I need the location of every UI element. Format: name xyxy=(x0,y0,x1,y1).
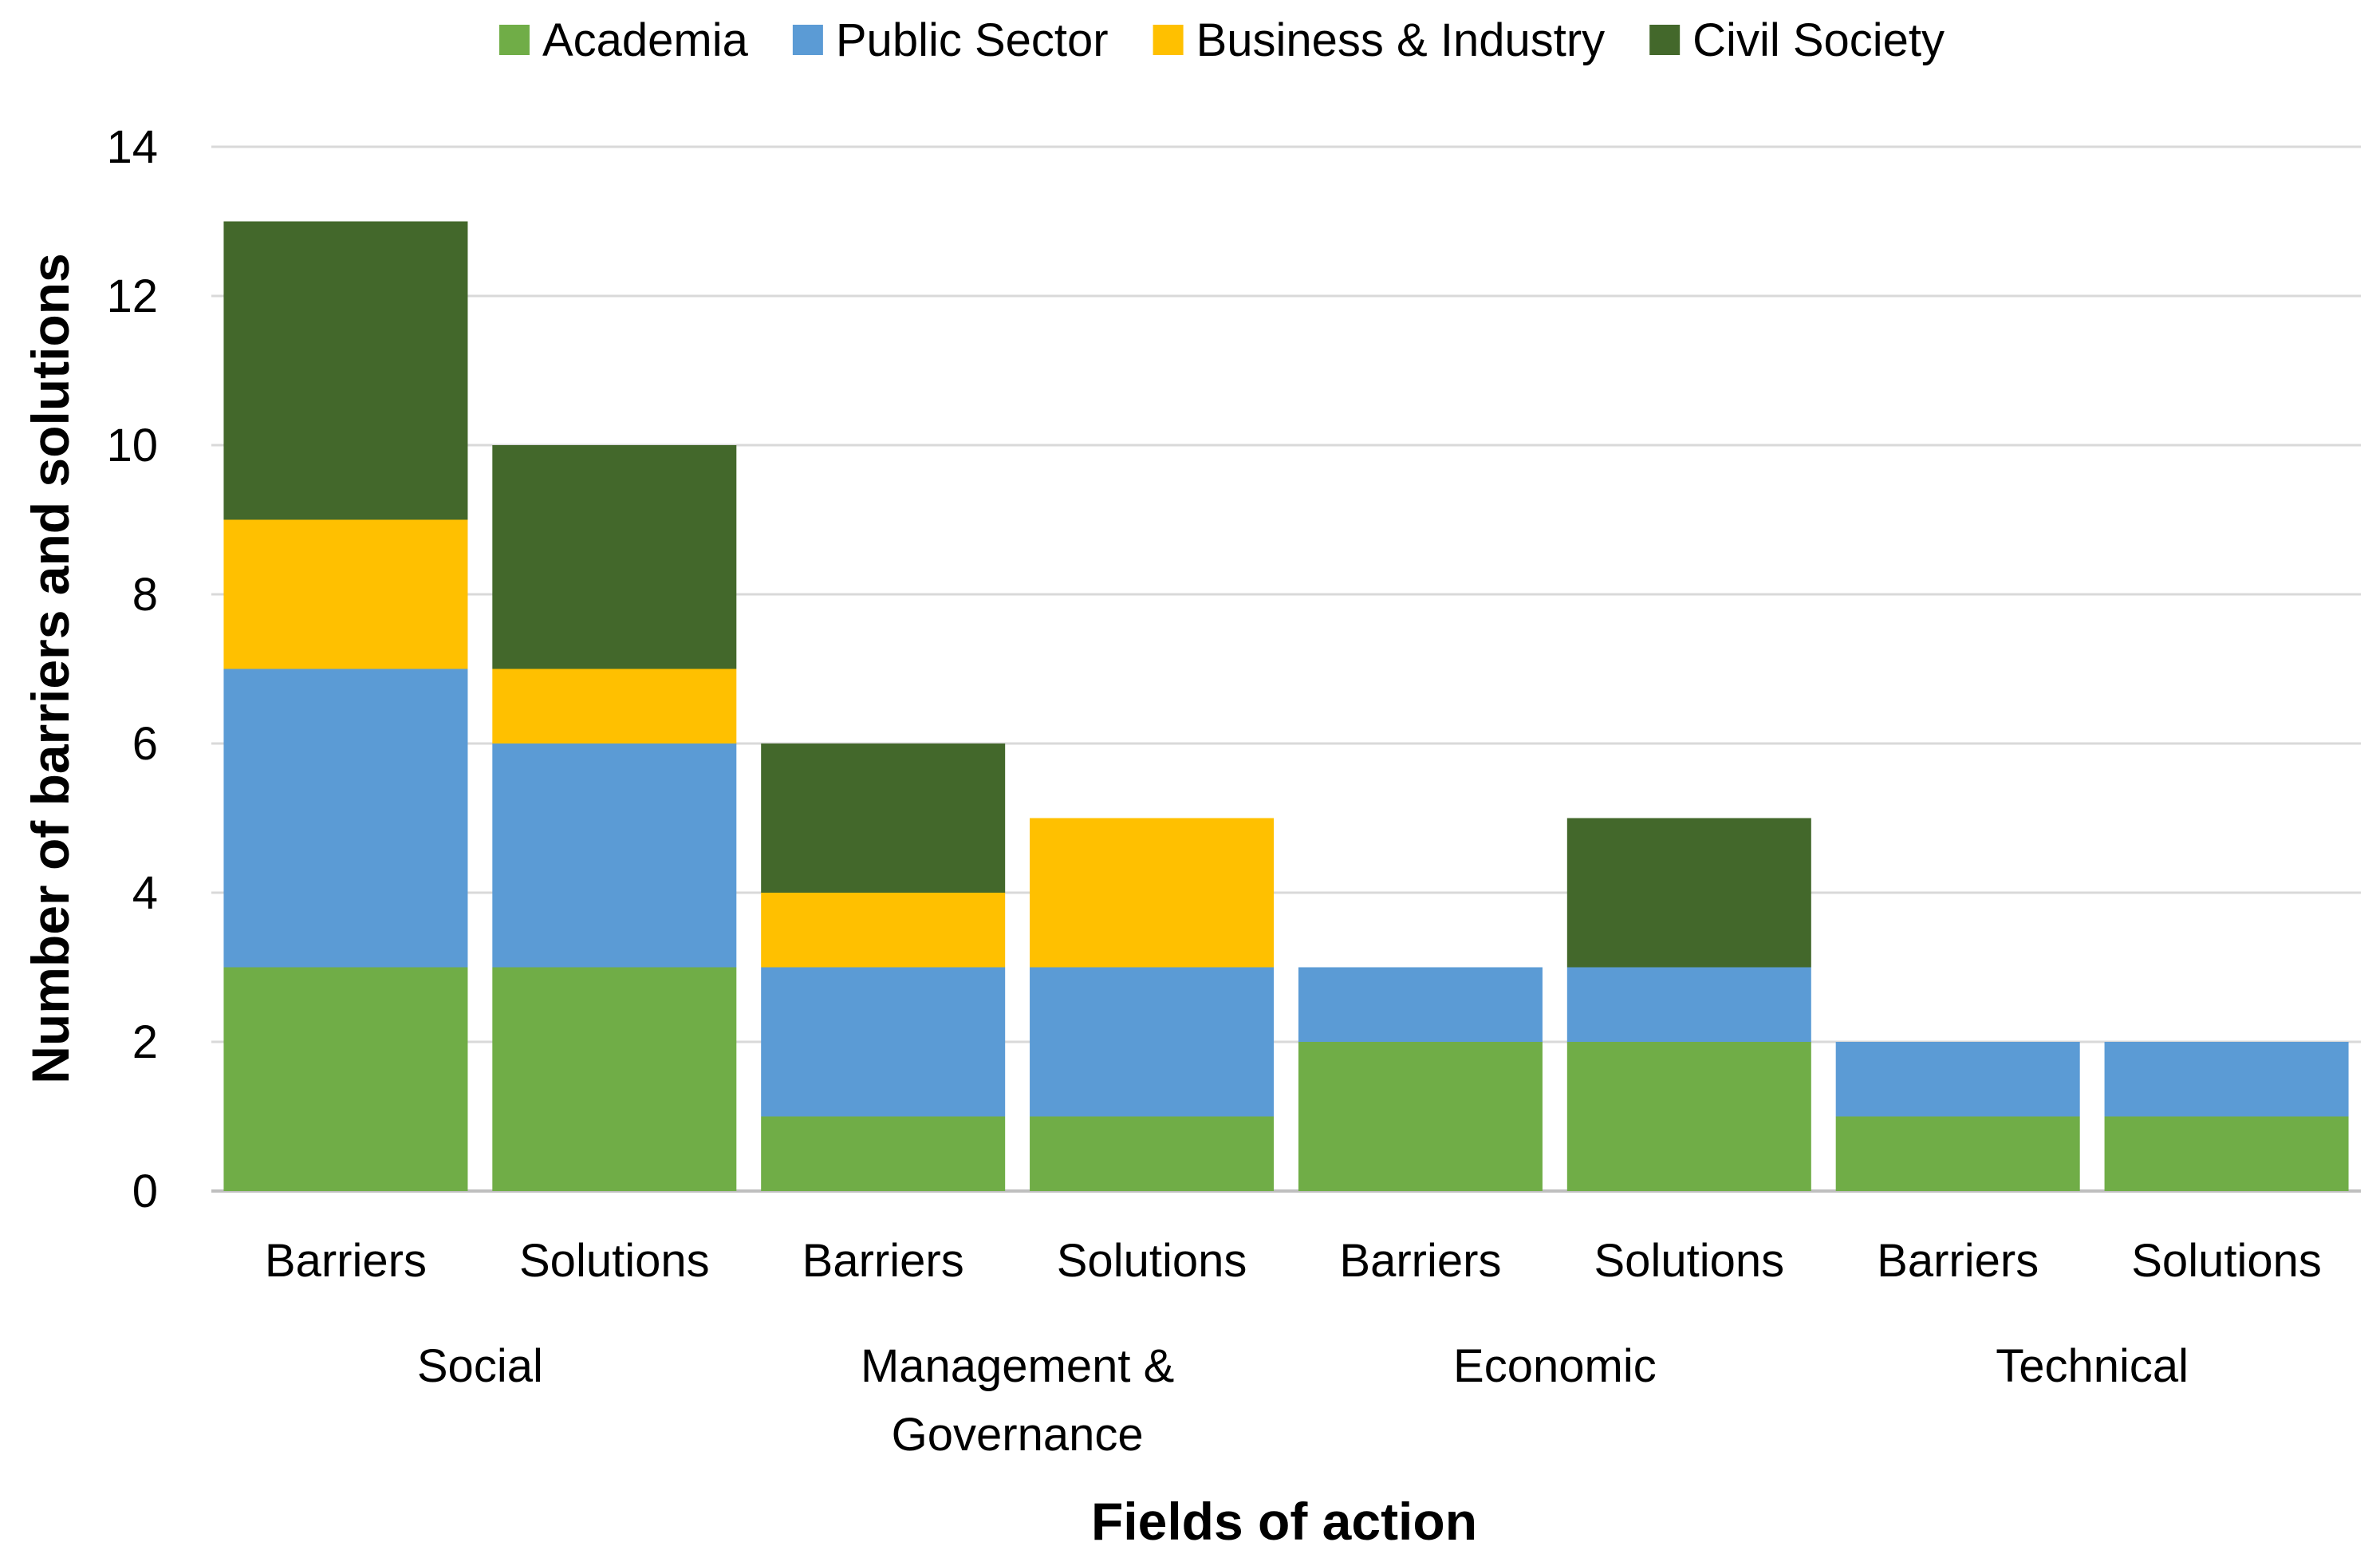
x-group-label: Management & Governance xyxy=(861,1340,1174,1461)
y-tick-label: 12 xyxy=(106,270,158,322)
x-category-label: Solutions xyxy=(1057,1235,1247,1287)
bars xyxy=(223,221,2349,1191)
x-group-label: Economic xyxy=(1453,1340,1657,1392)
bar-public-sector-4 xyxy=(1298,967,1543,1042)
x-category-label: Barriers xyxy=(1877,1235,2039,1287)
y-axis-title: Number of barriers and solutions xyxy=(21,253,80,1084)
bar-business-industry-0 xyxy=(223,519,468,669)
bar-public-sector-2 xyxy=(761,967,1006,1117)
x-category-label: Barriers xyxy=(1339,1235,1501,1287)
bar-civil-society-1 xyxy=(492,445,737,669)
y-tick-label: 6 xyxy=(132,718,158,770)
legend-item: Business & Industry xyxy=(1153,14,1606,66)
bar-academia-7 xyxy=(2104,1116,2349,1191)
x-category-label: Barriers xyxy=(265,1235,427,1287)
x-axis-groups: Social Management & Governance Economic Tech… xyxy=(417,1340,2189,1461)
legend: Academia Public Sector Business & Industry… xyxy=(498,14,1945,66)
bar-academia-1 xyxy=(492,967,737,1191)
bar-civil-society-5 xyxy=(1566,818,1811,968)
bar-public-sector-3 xyxy=(1030,967,1275,1117)
x-group-label: Technical xyxy=(1996,1340,2189,1392)
x-category-label: Solutions xyxy=(2131,1235,2322,1287)
bar-academia-6 xyxy=(1835,1116,2080,1191)
x-category-label: Solutions xyxy=(1594,1235,1785,1287)
bar-public-sector-0 xyxy=(223,669,468,968)
bar-academia-4 xyxy=(1298,1042,1543,1191)
bar-academia-3 xyxy=(1030,1116,1275,1191)
y-tick-label: 2 xyxy=(132,1016,158,1068)
bar-academia-5 xyxy=(1566,1042,1811,1191)
legend-label: Business & Industry xyxy=(1196,14,1606,66)
x-category-label: Solutions xyxy=(519,1235,710,1287)
bar-public-sector-7 xyxy=(2104,1042,2349,1117)
bar-public-sector-5 xyxy=(1566,967,1811,1042)
legend-swatch xyxy=(1649,25,1681,55)
bar-business-industry-3 xyxy=(1030,818,1275,968)
x-axis-title: Fields of action xyxy=(1091,1492,1477,1551)
legend-label: Civil Society xyxy=(1692,14,1945,66)
bar-academia-2 xyxy=(761,1116,1006,1191)
legend-swatch xyxy=(792,25,823,55)
bar-business-industry-2 xyxy=(761,893,1006,968)
y-tick-label: 8 xyxy=(132,569,158,621)
bar-academia-0 xyxy=(223,967,468,1191)
legend-swatch xyxy=(498,25,530,55)
legend-item: Public Sector xyxy=(792,14,1109,66)
bar-civil-society-2 xyxy=(761,744,1006,893)
y-axis-ticks: 0 2 4 6 8 10 12 14 xyxy=(106,121,158,1217)
y-tick-label: 10 xyxy=(106,420,158,471)
y-tick-label: 4 xyxy=(132,867,158,919)
bar-public-sector-6 xyxy=(1835,1042,2080,1117)
legend-swatch xyxy=(1153,25,1184,55)
legend-label: Academia xyxy=(542,14,749,66)
x-axis-categories: Barriers Solutions Barriers Solutions Barrie… xyxy=(265,1235,2322,1287)
y-tick-label: 0 xyxy=(132,1166,158,1217)
legend-item: Civil Society xyxy=(1649,14,1945,66)
bar-business-industry-1 xyxy=(492,669,737,744)
x-group-label: Social xyxy=(417,1340,543,1392)
legend-label: Public Sector xyxy=(836,14,1109,66)
legend-item: Academia xyxy=(498,14,749,66)
bar-civil-society-0 xyxy=(223,221,468,520)
y-tick-label: 14 xyxy=(106,121,158,173)
x-category-label: Barriers xyxy=(802,1235,964,1287)
bar-public-sector-1 xyxy=(492,744,737,968)
